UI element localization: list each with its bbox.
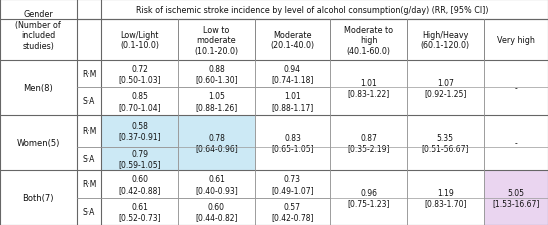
- Bar: [77, 20, 101, 61]
- Text: R·M: R·M: [82, 180, 96, 189]
- Text: Moderate
(20.1-40.0): Moderate (20.1-40.0): [270, 31, 315, 50]
- Bar: [483, 20, 548, 61]
- Bar: [407, 115, 483, 171]
- Text: 0.88
[0.60-1.30]: 0.88 [0.60-1.30]: [195, 65, 238, 84]
- Text: 5.05
[1.53-16.67]: 5.05 [1.53-16.67]: [492, 188, 539, 207]
- Text: 1.19
[0.83-1.70]: 1.19 [0.83-1.70]: [424, 188, 466, 207]
- Bar: [407, 171, 483, 225]
- Text: R·M: R·M: [82, 70, 96, 79]
- Bar: [330, 115, 407, 171]
- Text: 0.58
[0.37-0.91]: 0.58 [0.37-0.91]: [118, 122, 161, 141]
- Bar: [255, 88, 330, 115]
- Text: Low/Light
(0.1-10.0): Low/Light (0.1-10.0): [120, 31, 159, 50]
- Text: Men(8): Men(8): [24, 83, 53, 92]
- Text: 0.60
[0.42-0.88]: 0.60 [0.42-0.88]: [118, 175, 161, 194]
- Bar: [330, 171, 407, 225]
- Text: 1.07
[0.92-1.25]: 1.07 [0.92-1.25]: [424, 78, 466, 98]
- Bar: [255, 61, 330, 88]
- Text: R·M: R·M: [82, 127, 96, 136]
- Bar: [255, 20, 330, 61]
- Bar: [0, 61, 77, 115]
- Bar: [178, 88, 255, 115]
- Bar: [101, 115, 178, 147]
- Bar: [101, 20, 178, 61]
- Bar: [483, 171, 548, 225]
- Text: 1.05
[0.88-1.26]: 1.05 [0.88-1.26]: [195, 92, 238, 111]
- Text: 0.61
[0.52-0.73]: 0.61 [0.52-0.73]: [118, 202, 161, 221]
- Bar: [255, 198, 330, 225]
- Bar: [255, 171, 330, 198]
- Text: Women(5): Women(5): [16, 138, 60, 147]
- Text: 5.35
[0.51-56.67]: 5.35 [0.51-56.67]: [421, 133, 469, 153]
- Text: 0.61
[0.40-0.93]: 0.61 [0.40-0.93]: [195, 175, 238, 194]
- Bar: [0, 115, 77, 171]
- Text: -: -: [515, 138, 517, 147]
- Bar: [407, 61, 483, 115]
- Bar: [483, 61, 548, 115]
- Bar: [77, 147, 101, 171]
- Bar: [330, 20, 407, 61]
- Text: Risk of ischemic stroke incidence by level of alcohol consumption(g/day) (RR, [9: Risk of ischemic stroke incidence by lev…: [136, 6, 489, 15]
- Bar: [0, 0, 77, 61]
- Bar: [77, 0, 548, 20]
- Bar: [77, 198, 101, 225]
- Text: High/Heavy
(60.1-120.0): High/Heavy (60.1-120.0): [421, 31, 470, 50]
- Bar: [101, 171, 178, 198]
- Bar: [178, 198, 255, 225]
- Bar: [178, 171, 255, 198]
- Text: Low to
moderate
(10.1-20.0): Low to moderate (10.1-20.0): [195, 26, 238, 55]
- Bar: [330, 61, 407, 115]
- Text: 0.83
[0.65-1.05]: 0.83 [0.65-1.05]: [271, 133, 314, 153]
- Bar: [178, 61, 255, 88]
- Bar: [77, 88, 101, 115]
- Bar: [483, 115, 548, 171]
- Text: 1.01
[0.83-1.22]: 1.01 [0.83-1.22]: [347, 78, 390, 98]
- Text: 0.72
[0.50-1.03]: 0.72 [0.50-1.03]: [118, 65, 161, 84]
- Bar: [101, 61, 178, 88]
- Text: Very high: Very high: [497, 36, 535, 45]
- Text: Both(7): Both(7): [22, 193, 54, 202]
- Bar: [255, 115, 330, 171]
- Text: S·A: S·A: [83, 97, 95, 106]
- Bar: [101, 198, 178, 225]
- Text: 0.85
[0.70-1.04]: 0.85 [0.70-1.04]: [118, 92, 161, 111]
- Text: 1.01
[0.88-1.17]: 1.01 [0.88-1.17]: [271, 92, 313, 111]
- Bar: [178, 20, 255, 61]
- Text: 0.73
[0.49-1.07]: 0.73 [0.49-1.07]: [271, 175, 314, 194]
- Text: 0.96
[0.75-1.23]: 0.96 [0.75-1.23]: [347, 188, 390, 207]
- Bar: [0, 171, 77, 225]
- Bar: [77, 115, 101, 147]
- Text: Moderate to
high
(40.1-60.0): Moderate to high (40.1-60.0): [344, 26, 393, 55]
- Text: 0.60
[0.44-0.82]: 0.60 [0.44-0.82]: [195, 202, 238, 221]
- Text: 0.57
[0.42-0.78]: 0.57 [0.42-0.78]: [271, 202, 314, 221]
- Text: 0.79
[0.59-1.05]: 0.79 [0.59-1.05]: [118, 149, 161, 169]
- Bar: [77, 61, 101, 88]
- Bar: [101, 147, 178, 171]
- Text: Gender
(Number of
included
studies): Gender (Number of included studies): [15, 10, 61, 50]
- Text: S·A: S·A: [83, 155, 95, 164]
- Text: 0.78
[0.64-0.96]: 0.78 [0.64-0.96]: [195, 133, 238, 153]
- Bar: [77, 171, 101, 198]
- Text: 0.94
[0.74-1.18]: 0.94 [0.74-1.18]: [271, 65, 313, 84]
- Text: 0.87
[0.35-2.19]: 0.87 [0.35-2.19]: [347, 133, 390, 153]
- Text: -: -: [515, 83, 517, 92]
- Bar: [178, 115, 255, 171]
- Bar: [101, 88, 178, 115]
- Bar: [407, 20, 483, 61]
- Text: S·A: S·A: [83, 207, 95, 216]
